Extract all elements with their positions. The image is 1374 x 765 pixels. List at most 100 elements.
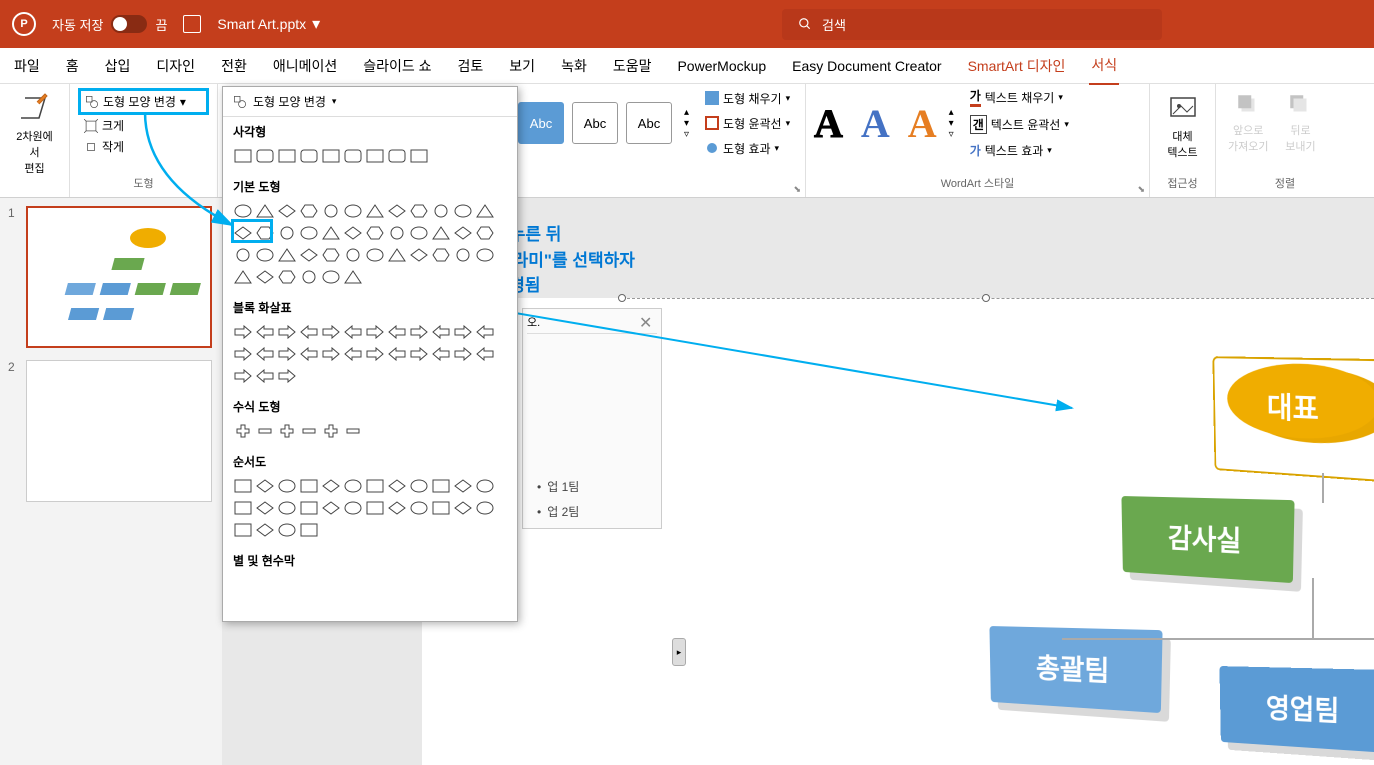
shape-option[interactable]: [321, 476, 341, 496]
larger-button[interactable]: 크게: [78, 115, 209, 136]
tab-file[interactable]: 파일: [12, 48, 42, 84]
shape-option[interactable]: [431, 223, 451, 243]
send-backward-button[interactable]: 뒤로 보내기: [1280, 88, 1320, 158]
shape-option[interactable]: [475, 322, 495, 342]
gallery-down[interactable]: ▾: [684, 118, 689, 129]
shape-option[interactable]: [277, 344, 297, 364]
shape-option[interactable]: [387, 498, 407, 518]
shape-option[interactable]: [321, 498, 341, 518]
org-node-ceo[interactable]: 대표: [1212, 356, 1374, 484]
shape-option[interactable]: [255, 201, 275, 221]
shape-style-preset-3[interactable]: Abc: [626, 102, 672, 144]
wa-gallery-down[interactable]: ▾: [949, 118, 954, 129]
shape-option[interactable]: [255, 146, 275, 166]
shape-option[interactable]: [431, 322, 451, 342]
shape-option[interactable]: [233, 476, 253, 496]
shape-option[interactable]: [299, 322, 319, 342]
slide-thumb-2[interactable]: 2: [8, 360, 214, 502]
toggle-switch[interactable]: [111, 15, 147, 33]
shape-option[interactable]: [365, 201, 385, 221]
shape-option[interactable]: [453, 201, 473, 221]
shape-option[interactable]: [365, 146, 385, 166]
shape-option[interactable]: [255, 498, 275, 518]
shape-option[interactable]: [299, 201, 319, 221]
shape-option[interactable]: [321, 322, 341, 342]
shape-option[interactable]: [321, 267, 341, 287]
shape-option[interactable]: [409, 498, 429, 518]
shape-option[interactable]: [299, 245, 319, 265]
shape-option[interactable]: [431, 201, 451, 221]
shape-option[interactable]: [233, 344, 253, 364]
shape-option[interactable]: [343, 421, 363, 441]
text-pane-item-2[interactable]: • 업 2팀: [527, 499, 657, 524]
shape-option[interactable]: [277, 366, 297, 386]
shape-fill-button[interactable]: 도형 채우기▾: [701, 88, 794, 109]
shape-option[interactable]: [453, 476, 473, 496]
shape-option[interactable]: [277, 146, 297, 166]
shape-option[interactable]: [277, 520, 297, 540]
gallery-up[interactable]: ▴: [684, 107, 689, 118]
shape-option[interactable]: [475, 223, 495, 243]
shape-option[interactable]: [299, 498, 319, 518]
wordart-dialog[interactable]: ⬊: [1137, 184, 1145, 195]
shape-option[interactable]: [255, 421, 275, 441]
shape-option[interactable]: [409, 146, 429, 166]
shape-option[interactable]: [277, 476, 297, 496]
search-box[interactable]: 검색: [782, 9, 1162, 40]
shape-option[interactable]: [475, 498, 495, 518]
shape-option[interactable]: [343, 476, 363, 496]
shape-option[interactable]: [343, 267, 363, 287]
wa-gallery-more[interactable]: ▿: [949, 129, 954, 140]
shape-option[interactable]: [233, 498, 253, 518]
shape-option[interactable]: [453, 322, 473, 342]
shape-style-preset-1[interactable]: Abc: [518, 102, 564, 144]
shape-option[interactable]: [387, 223, 407, 243]
shape-option[interactable]: [299, 223, 319, 243]
shape-option[interactable]: [431, 476, 451, 496]
shape-option[interactable]: [453, 344, 473, 364]
org-node-audit[interactable]: 감사실: [1121, 496, 1294, 583]
shape-option[interactable]: [255, 344, 275, 364]
tab-transition[interactable]: 전환: [219, 48, 249, 84]
shape-option[interactable]: [475, 245, 495, 265]
shape-option[interactable]: [475, 344, 495, 364]
shape-option[interactable]: [343, 146, 363, 166]
shape-option[interactable]: [277, 201, 297, 221]
shape-option[interactable]: [409, 245, 429, 265]
shape-effects-button[interactable]: 도형 효과▾: [701, 138, 794, 159]
shape-option[interactable]: [365, 223, 385, 243]
shape-option[interactable]: [321, 421, 341, 441]
shape-option[interactable]: [233, 322, 253, 342]
shape-option[interactable]: [475, 201, 495, 221]
shape-option[interactable]: [321, 245, 341, 265]
shape-option[interactable]: [255, 267, 275, 287]
autosave-toggle[interactable]: 자동 저장 끔: [52, 15, 167, 34]
shape-option[interactable]: [365, 245, 385, 265]
shape-option[interactable]: [233, 146, 253, 166]
shape-option[interactable]: [343, 245, 363, 265]
shape-outline-button[interactable]: 도형 윤곽선▾: [701, 113, 794, 134]
shape-option[interactable]: [409, 344, 429, 364]
shape-option[interactable]: [343, 322, 363, 342]
thumbnail-2[interactable]: [26, 360, 212, 502]
shape-option[interactable]: [321, 223, 341, 243]
shape-option[interactable]: [233, 201, 253, 221]
wa-gallery-up[interactable]: ▴: [949, 107, 954, 118]
edit-2d-button[interactable]: 2차원에서 편집: [8, 88, 61, 180]
shape-option[interactable]: [365, 498, 385, 518]
shape-option[interactable]: [255, 476, 275, 496]
shape-style-preset-2[interactable]: Abc: [572, 102, 618, 144]
text-effects-button[interactable]: 가텍스트 효과▾: [966, 140, 1073, 161]
shape-option[interactable]: [277, 223, 297, 243]
shape-option[interactable]: [365, 322, 385, 342]
tab-record[interactable]: 녹화: [559, 48, 589, 84]
shape-option[interactable]: [321, 146, 341, 166]
shape-option[interactable]: [299, 267, 319, 287]
shape-option[interactable]: [431, 245, 451, 265]
tab-slideshow[interactable]: 슬라이드 쇼: [361, 48, 433, 84]
tab-powermockup[interactable]: PowerMockup: [675, 50, 768, 82]
shape-option[interactable]: [365, 476, 385, 496]
tab-view[interactable]: 보기: [507, 48, 537, 84]
shape-option[interactable]: [233, 245, 253, 265]
slide-thumb-1[interactable]: 1: [8, 206, 214, 348]
